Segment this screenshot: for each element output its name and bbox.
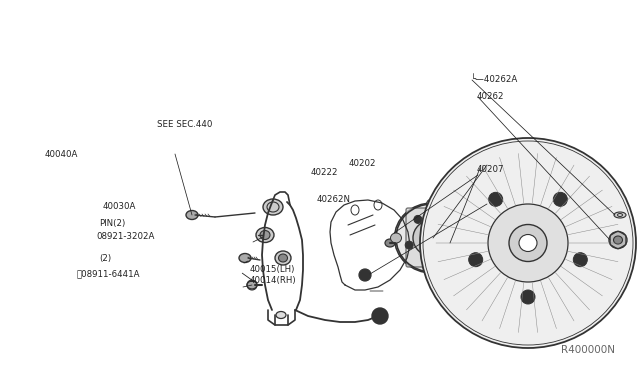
Text: 40262N: 40262N (317, 195, 351, 203)
Circle shape (442, 215, 450, 224)
Text: R400000N: R400000N (561, 345, 615, 355)
Circle shape (489, 192, 502, 206)
Ellipse shape (426, 199, 438, 209)
Ellipse shape (390, 233, 401, 243)
Circle shape (372, 308, 388, 324)
Circle shape (359, 269, 371, 281)
Ellipse shape (420, 138, 636, 348)
Text: ⓝ08911-6441A: ⓝ08911-6441A (77, 269, 140, 278)
Circle shape (405, 241, 413, 249)
Ellipse shape (263, 199, 283, 215)
Circle shape (554, 192, 567, 206)
Text: 40014(RH): 40014(RH) (250, 276, 296, 285)
Text: 40262: 40262 (477, 92, 504, 101)
Text: PIN(2): PIN(2) (99, 219, 125, 228)
Ellipse shape (239, 253, 251, 263)
Text: SEE SEC.440: SEE SEC.440 (157, 120, 212, 129)
Circle shape (521, 290, 535, 304)
Ellipse shape (278, 254, 287, 262)
Ellipse shape (509, 224, 547, 262)
Circle shape (468, 253, 483, 267)
Ellipse shape (385, 239, 395, 247)
Ellipse shape (413, 220, 451, 256)
Ellipse shape (614, 212, 626, 218)
Ellipse shape (275, 251, 291, 265)
Ellipse shape (276, 311, 286, 318)
Ellipse shape (463, 233, 474, 243)
FancyBboxPatch shape (406, 208, 458, 267)
Text: (2): (2) (99, 254, 111, 263)
Ellipse shape (247, 281, 257, 289)
Circle shape (573, 253, 588, 267)
Ellipse shape (426, 267, 438, 277)
Circle shape (451, 241, 459, 249)
Circle shape (414, 215, 422, 224)
Ellipse shape (488, 204, 568, 282)
Text: 40015(LH): 40015(LH) (250, 265, 295, 274)
Text: 40202: 40202 (349, 159, 376, 168)
Text: 40207: 40207 (477, 165, 504, 174)
Text: 40030A: 40030A (102, 202, 136, 211)
Ellipse shape (519, 234, 537, 251)
Ellipse shape (394, 203, 470, 273)
Ellipse shape (186, 211, 198, 219)
Text: 40040A: 40040A (45, 150, 78, 159)
Ellipse shape (609, 231, 627, 248)
Ellipse shape (260, 231, 270, 240)
Text: 08921-3202A: 08921-3202A (96, 232, 154, 241)
Ellipse shape (256, 228, 274, 243)
Circle shape (428, 257, 436, 265)
Text: 40222: 40222 (310, 169, 338, 177)
Ellipse shape (423, 230, 441, 247)
Ellipse shape (614, 236, 623, 244)
Text: └—40262A: └—40262A (470, 76, 518, 84)
